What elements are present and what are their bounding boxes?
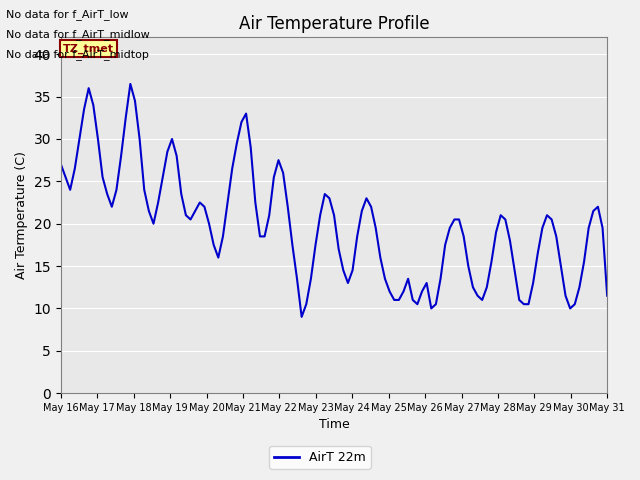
Text: TZ_tmet: TZ_tmet bbox=[63, 44, 114, 54]
Text: No data for f_AirT_midlow: No data for f_AirT_midlow bbox=[6, 29, 150, 40]
Legend: AirT 22m: AirT 22m bbox=[269, 446, 371, 469]
Y-axis label: Air Termperature (C): Air Termperature (C) bbox=[15, 151, 28, 279]
Text: No data for f_AirT_midtop: No data for f_AirT_midtop bbox=[6, 49, 149, 60]
X-axis label: Time: Time bbox=[319, 419, 349, 432]
Text: No data for f_AirT_low: No data for f_AirT_low bbox=[6, 9, 129, 20]
Title: Air Temperature Profile: Air Temperature Profile bbox=[239, 15, 429, 33]
